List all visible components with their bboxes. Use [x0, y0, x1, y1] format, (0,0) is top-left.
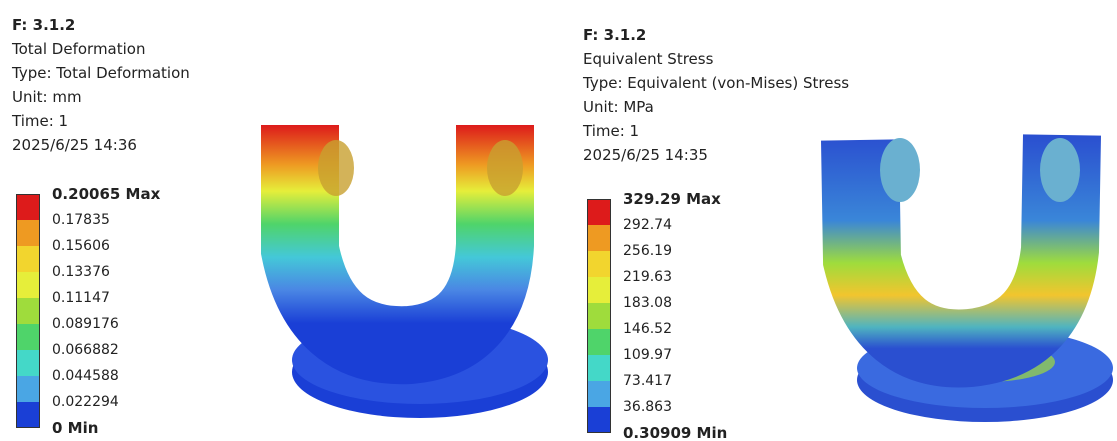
type: Type: Equivalent (von-Mises) Stress: [583, 71, 849, 95]
legend-label: 73.417: [623, 373, 672, 389]
header: F: 3.1.2 Equivalent Stress Type: Equival…: [583, 23, 849, 167]
id: F: 3.1.2: [583, 23, 849, 47]
legend-label: 146.52: [623, 321, 672, 337]
legend-label: 292.74: [623, 217, 672, 233]
legend-label: 0.11147: [52, 290, 110, 306]
id: F: 3.1.2: [12, 13, 190, 37]
deformation-model: [292, 125, 548, 418]
date: 2025/6/25 14:36: [12, 133, 190, 157]
legend-label: 36.863: [623, 399, 672, 415]
legend-label: 0.066882: [52, 342, 119, 358]
legend-label: 329.29 Max: [623, 190, 721, 208]
legend-label: 0 Min: [52, 419, 98, 437]
legend-frame: [16, 194, 40, 428]
legend-label: 219.63: [623, 269, 672, 285]
title: Total Deformation: [12, 37, 190, 61]
legend-label: 0.20065 Max: [52, 185, 160, 203]
legend-frame: [587, 199, 611, 433]
legend-label: 256.19: [623, 243, 672, 259]
screenshot: F: 3.1.2 Total Deformation Type: Total D…: [0, 0, 1117, 441]
legend-label: 0.15606: [52, 238, 110, 254]
legend-label: 109.97: [623, 347, 672, 363]
time: Time: 1: [583, 119, 849, 143]
legend-label: 0.022294: [52, 394, 119, 410]
stress-model: [857, 135, 1113, 422]
legend-label: 0.044588: [52, 368, 119, 384]
unit: Unit: mm: [12, 85, 190, 109]
header: F: 3.1.2 Total Deformation Type: Total D…: [12, 13, 190, 157]
legend-label: 0.13376: [52, 264, 110, 280]
unit: Unit: MPa: [583, 95, 849, 119]
type: Type: Total Deformation: [12, 61, 190, 85]
legend-label: 0.089176: [52, 316, 119, 332]
date: 2025/6/25 14:35: [583, 143, 849, 167]
legend-label: 0.30909 Min: [623, 424, 727, 441]
title: Equivalent Stress: [583, 47, 849, 71]
legend-label: 183.08: [623, 295, 672, 311]
legend-label: 0.17835: [52, 212, 110, 228]
time: Time: 1: [12, 109, 190, 133]
